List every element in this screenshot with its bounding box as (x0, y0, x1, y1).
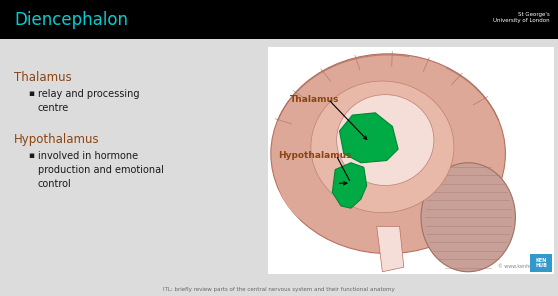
Text: ▪: ▪ (28, 89, 34, 98)
Ellipse shape (311, 81, 454, 213)
Ellipse shape (421, 163, 516, 272)
Bar (530, 254, 552, 272)
Polygon shape (377, 226, 404, 272)
Text: KEN
HUB: KEN HUB (535, 258, 547, 268)
Bar (268, 47, 554, 274)
Ellipse shape (336, 95, 434, 186)
Text: Diencephalon: Diencephalon (14, 11, 128, 29)
Polygon shape (333, 163, 367, 208)
Text: ITL: briefly review parts of the central nervous system and their functional ana: ITL: briefly review parts of the central… (163, 287, 395, 292)
Text: centre: centre (38, 103, 69, 113)
Polygon shape (339, 113, 398, 163)
Bar (0, 0, 558, 39)
Text: control: control (38, 179, 72, 189)
Text: production and emotional: production and emotional (38, 165, 164, 175)
Text: Thalamus: Thalamus (290, 94, 339, 104)
Text: © www.kenhub.com: © www.kenhub.com (498, 264, 548, 269)
Text: ▪: ▪ (28, 151, 34, 160)
Text: St George's
University of London: St George's University of London (493, 12, 550, 23)
Ellipse shape (275, 103, 375, 227)
Text: Thalamus: Thalamus (14, 71, 72, 84)
Text: relay and processing: relay and processing (38, 89, 140, 99)
Text: Hypothalamus: Hypothalamus (14, 133, 100, 146)
Text: Hypothalamus: Hypothalamus (278, 150, 352, 160)
Text: involved in hormone: involved in hormone (38, 151, 138, 161)
Ellipse shape (271, 54, 506, 254)
